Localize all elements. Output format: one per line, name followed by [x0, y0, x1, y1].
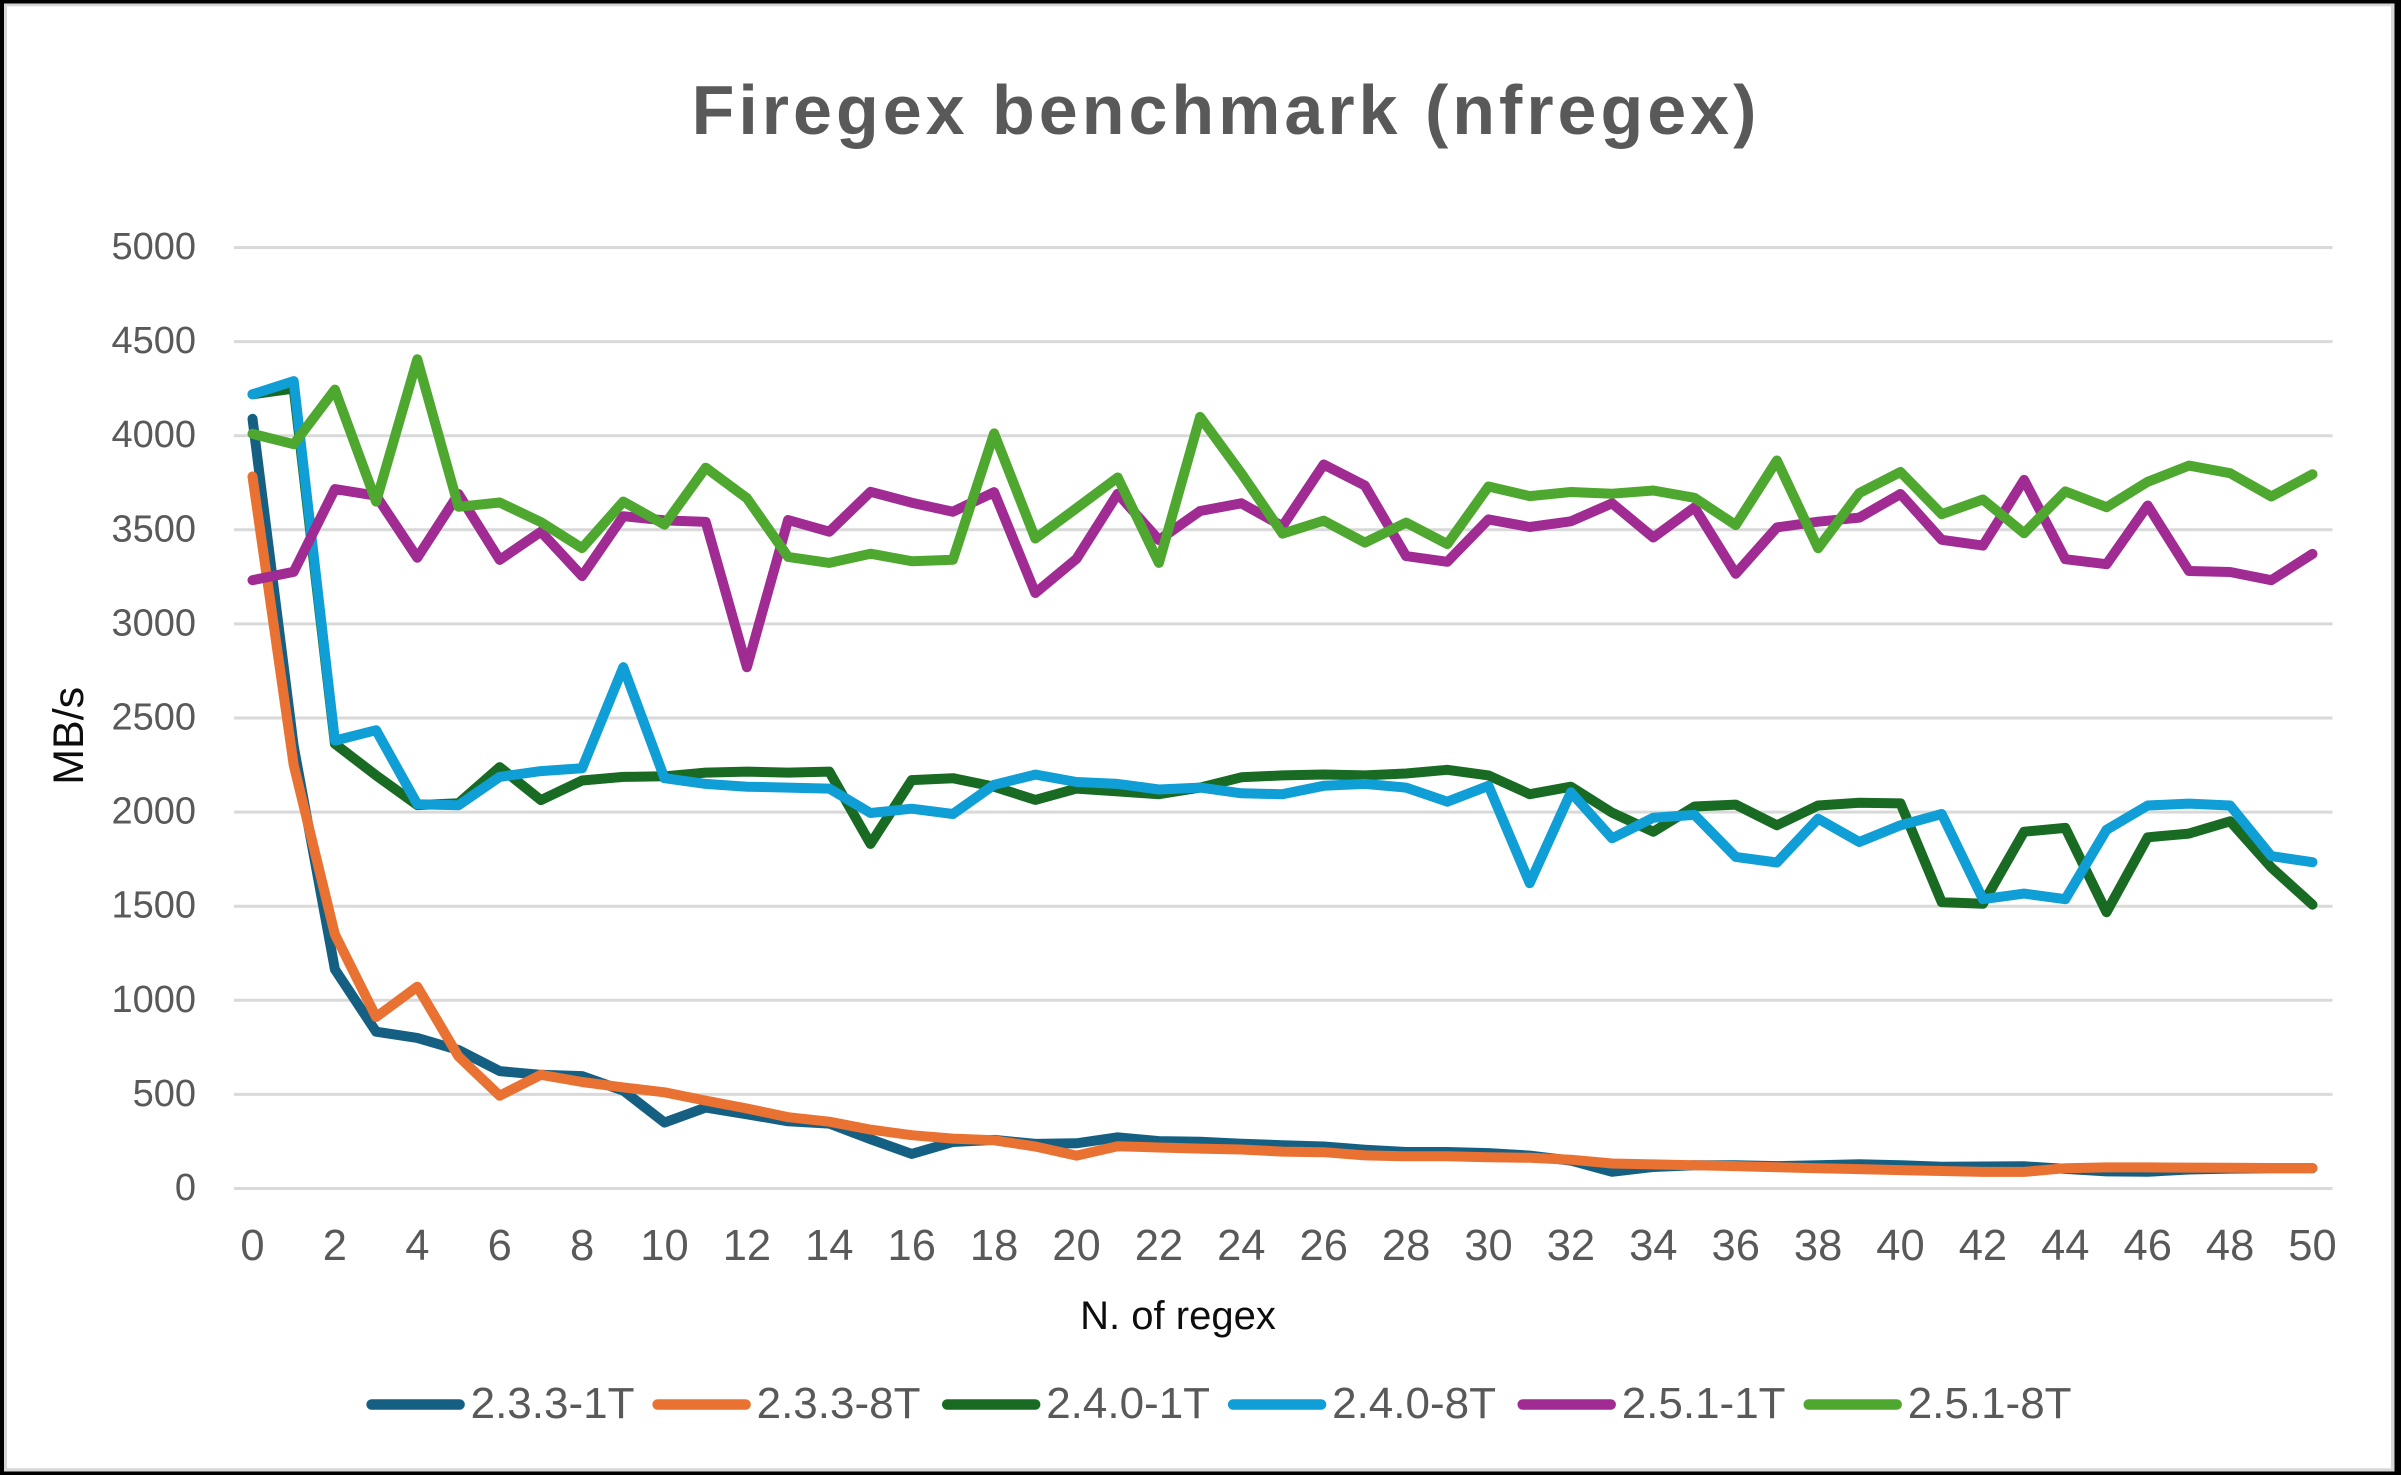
svg-text:0: 0	[175, 1167, 196, 1209]
svg-text:4: 4	[405, 1222, 429, 1270]
svg-text:16: 16	[888, 1222, 936, 1270]
svg-text:4000: 4000	[111, 414, 196, 456]
svg-text:Firegex benchmark (nfregex): Firegex benchmark (nfregex)	[692, 71, 1761, 149]
svg-text:2.3.3-8T: 2.3.3-8T	[757, 1379, 921, 1428]
svg-text:48: 48	[2206, 1222, 2254, 1270]
svg-text:22: 22	[1135, 1222, 1183, 1270]
svg-text:4500: 4500	[111, 320, 196, 362]
svg-text:28: 28	[1382, 1222, 1430, 1270]
svg-text:8: 8	[570, 1222, 594, 1270]
svg-text:0: 0	[240, 1222, 264, 1270]
svg-text:40: 40	[1876, 1222, 1924, 1270]
svg-text:14: 14	[805, 1222, 853, 1270]
svg-text:2500: 2500	[111, 697, 196, 739]
svg-text:46: 46	[2124, 1222, 2172, 1270]
svg-text:6: 6	[488, 1222, 512, 1270]
svg-text:2.3.3-1T: 2.3.3-1T	[471, 1379, 635, 1428]
svg-text:1500: 1500	[111, 885, 196, 927]
svg-text:2.4.0-8T: 2.4.0-8T	[1332, 1379, 1496, 1428]
svg-text:24: 24	[1217, 1222, 1265, 1270]
svg-text:3000: 3000	[111, 602, 196, 644]
svg-text:2: 2	[323, 1222, 347, 1270]
svg-text:12: 12	[723, 1222, 771, 1270]
svg-text:50: 50	[2288, 1222, 2336, 1270]
svg-text:38: 38	[1794, 1222, 1842, 1270]
svg-text:2.5.1-8T: 2.5.1-8T	[1908, 1379, 2072, 1428]
svg-text:36: 36	[1712, 1222, 1760, 1270]
svg-text:30: 30	[1464, 1222, 1512, 1270]
svg-text:10: 10	[640, 1222, 688, 1270]
svg-text:500: 500	[133, 1073, 196, 1115]
svg-text:2000: 2000	[111, 791, 196, 833]
svg-text:20: 20	[1052, 1222, 1100, 1270]
svg-text:32: 32	[1547, 1222, 1595, 1270]
svg-text:1000: 1000	[111, 979, 196, 1021]
svg-text:5000: 5000	[111, 226, 196, 268]
svg-text:44: 44	[2041, 1222, 2089, 1270]
svg-text:34: 34	[1629, 1222, 1677, 1270]
svg-text:MB/s: MB/s	[45, 687, 93, 785]
svg-text:2.5.1-1T: 2.5.1-1T	[1622, 1379, 1786, 1428]
svg-text:26: 26	[1300, 1222, 1348, 1270]
svg-text:42: 42	[1959, 1222, 2007, 1270]
svg-text:18: 18	[970, 1222, 1018, 1270]
svg-text:3500: 3500	[111, 508, 196, 550]
svg-text:N. of regex: N. of regex	[1080, 1294, 1276, 1338]
svg-text:2.4.0-1T: 2.4.0-1T	[1046, 1379, 1210, 1428]
